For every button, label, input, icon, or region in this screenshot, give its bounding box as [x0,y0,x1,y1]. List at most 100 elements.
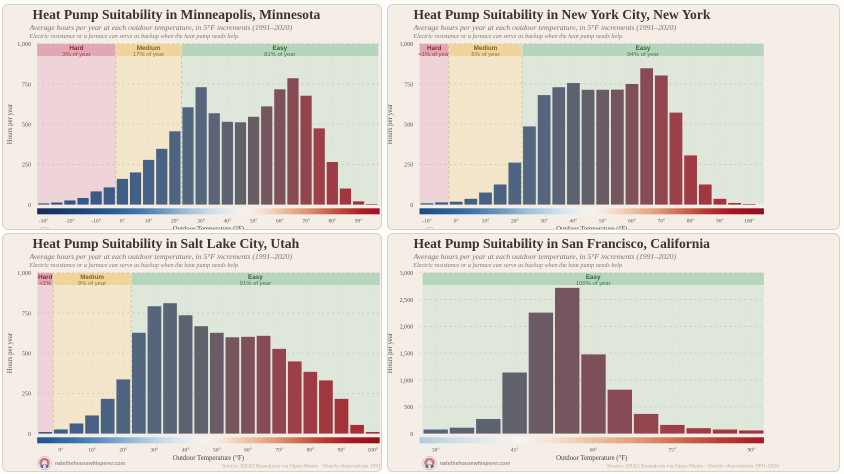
svg-text:90°: 90° [338,446,346,453]
svg-text:70°: 70° [657,217,665,224]
svg-text:75°: 75° [668,446,676,453]
svg-text:40°: 40° [224,217,232,224]
svg-text:0°: 0° [58,446,63,453]
svg-text:1,500: 1,500 [399,352,413,358]
svg-text:500: 500 [404,405,413,411]
svg-text:Hours per year: Hours per year [388,103,394,144]
svg-text:natethehousewhisperer.com: natethehousewhisperer.com [440,461,510,467]
svg-text:Electric resistance or a furna: Electric resistance or a furnace can ser… [412,262,623,269]
svg-text:Hard: Hard [427,45,441,52]
svg-text:100°: 100° [743,217,753,224]
svg-text:Heat Pump Suitability in New Y: Heat Pump Suitability in New York City, … [413,7,710,22]
svg-text:500: 500 [22,352,31,358]
svg-text:50°: 50° [250,217,258,224]
svg-text:Heat Pump Suitability in Minne: Heat Pump Suitability in Minneapolis, Mi… [33,7,321,22]
svg-text:Outdoor Temperature (°F): Outdoor Temperature (°F) [556,455,627,462]
svg-text:80°: 80° [328,217,336,224]
svg-text:100°: 100° [367,446,377,453]
svg-text:Average hours per year at each: Average hours per year at each outdoor t… [412,252,676,261]
svg-text:Hard: Hard [38,274,52,281]
svg-text:60°: 60° [276,217,284,224]
svg-text:60°: 60° [589,446,597,453]
svg-text:2,500: 2,500 [399,298,413,304]
svg-text:500: 500 [22,123,31,129]
svg-text:1,000: 1,000 [17,271,31,277]
svg-text:Source: ERA5 Reanalysis via Op: Source: ERA5 Reanalysis via Open-Meteo ·… [607,463,779,469]
svg-text:20°: 20° [119,446,127,453]
svg-text:<1%: <1% [39,281,52,287]
svg-text:Easy: Easy [272,45,287,52]
svg-text:45°: 45° [510,446,518,453]
svg-text:Easy: Easy [635,45,650,52]
svg-text:Outdoor Temperature (°F): Outdoor Temperature (°F) [556,226,627,229]
svg-text:50°: 50° [598,217,606,224]
svg-text:60°: 60° [628,217,636,224]
svg-text:Hours per year: Hours per year [7,103,14,144]
svg-text:Hours per year: Hours per year [388,332,394,373]
svg-text:Electric resistance or a furna: Electric resistance or a furnace can ser… [412,33,623,40]
svg-text:Medium: Medium [473,45,497,52]
svg-text:0°: 0° [453,217,458,224]
svg-text:Heat Pump Suitability in Salt: Heat Pump Suitability in Salt Lake City,… [33,236,300,251]
svg-text:Average hours per year at each: Average hours per year at each outdoor t… [412,23,676,32]
svg-text:Outdoor Temperature (°F): Outdoor Temperature (°F) [173,455,244,462]
svg-text:Electric resistance or a furna: Electric resistance or a furnace can ser… [28,262,239,269]
svg-text:81% of year: 81% of year [264,52,295,58]
svg-text:30°: 30° [151,446,159,453]
svg-text:90°: 90° [355,217,363,224]
svg-text:30°: 30° [431,446,439,453]
svg-text:10°: 10° [481,217,489,224]
svg-text:-30°: -30° [39,217,49,224]
svg-text:2,000: 2,000 [399,325,413,331]
svg-text:3% of year: 3% of year [62,52,90,58]
svg-text:750: 750 [404,82,413,88]
svg-text:-10°: -10° [91,217,101,224]
svg-text:Electric resistance or a furna: Electric resistance or a furnace can ser… [28,33,239,40]
svg-text:17% of year: 17% of year [133,52,164,58]
svg-text:1,000: 1,000 [17,42,31,48]
svg-text:natethehousewhisperer.com: natethehousewhisperer.com [55,461,125,467]
svg-text:50°: 50° [213,446,221,453]
svg-text:3,000: 3,000 [399,271,413,277]
svg-text:Hard: Hard [69,45,83,52]
svg-text:30°: 30° [197,217,205,224]
svg-text:1,000: 1,000 [399,378,413,384]
svg-text:80°: 80° [686,217,694,224]
svg-text:20°: 20° [510,217,518,224]
svg-text:Medium: Medium [80,274,104,281]
svg-text:Outdoor Temperature (°F): Outdoor Temperature (°F) [173,226,244,229]
svg-text:Average hours per year at each: Average hours per year at each outdoor t… [29,23,293,32]
svg-text:-10°: -10° [422,217,432,224]
svg-text:80°: 80° [306,446,314,453]
svg-text:Heat Pump Suitability in San F: Heat Pump Suitability in San Francisco, … [413,236,710,251]
svg-text:6% of year: 6% of year [471,52,499,58]
svg-text:10°: 10° [88,446,96,453]
svg-text:750: 750 [22,311,31,317]
svg-text:1,000: 1,000 [399,42,413,48]
svg-text:<1% of year: <1% of year [418,52,450,58]
svg-text:90°: 90° [716,217,724,224]
svg-text:94% of year: 94% of year [627,52,658,58]
svg-text:0: 0 [410,203,413,209]
svg-text:70°: 70° [302,217,310,224]
svg-text:9% of year: 9% of year [78,281,106,287]
svg-text:60°: 60° [244,446,252,453]
svg-text:90°: 90° [747,446,755,453]
svg-text:Easy: Easy [585,274,600,281]
svg-text:Average hours per year at each: Average hours per year at each outdoor t… [29,252,293,261]
svg-text:30°: 30° [540,217,548,224]
svg-text:40°: 40° [569,217,577,224]
svg-text:20°: 20° [171,217,179,224]
svg-text:Hours per year: Hours per year [7,332,14,373]
svg-text:Easy: Easy [248,274,263,281]
svg-text:0: 0 [410,432,413,438]
svg-text:91% of year: 91% of year [240,281,271,287]
svg-text:Source: ERA5 Reanalysis via Op: Source: ERA5 Reanalysis via Open-Meteo ·… [222,463,382,469]
svg-text:Medium: Medium [137,45,161,52]
svg-text:0°: 0° [120,217,125,224]
svg-text:250: 250 [22,163,31,169]
svg-text:250: 250 [22,392,31,398]
svg-text:0: 0 [28,203,31,209]
svg-text:750: 750 [22,82,31,88]
svg-text:10°: 10° [145,217,153,224]
